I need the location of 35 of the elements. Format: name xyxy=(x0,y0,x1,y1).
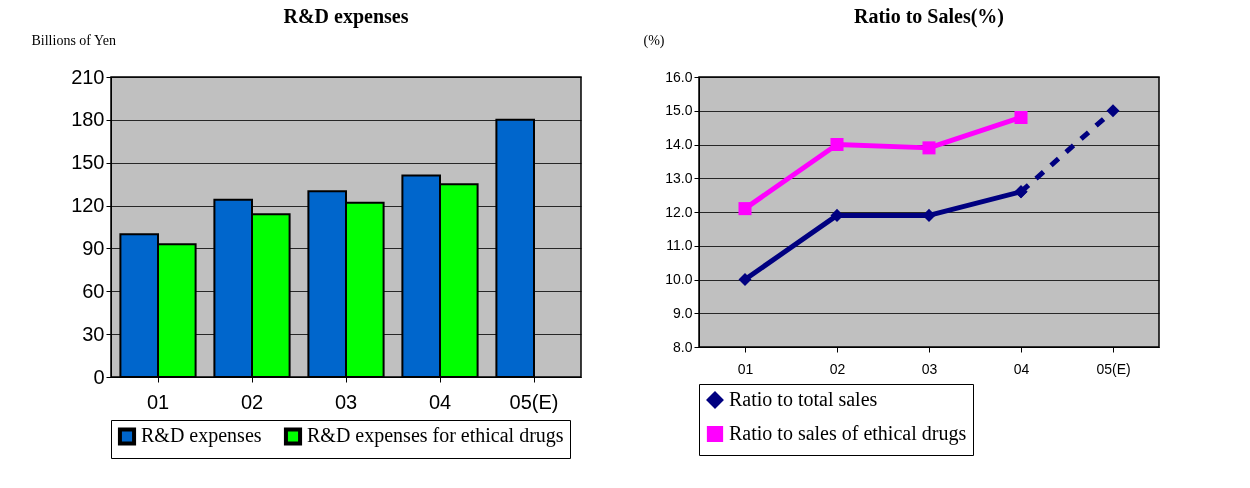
y-tick-label: 8.0 xyxy=(673,338,693,355)
y-tick-label: 11.0 xyxy=(666,237,693,254)
y-tick-label: 16.0 xyxy=(665,68,693,85)
x-tick-label: 02 xyxy=(829,360,846,377)
x-tick-label: 03 xyxy=(921,360,938,377)
y-tick-label: 12.0 xyxy=(665,203,693,220)
y-tick-label: 60 xyxy=(82,279,105,302)
x-tick-label: 04 xyxy=(428,390,452,413)
y-tick-label: 15.0 xyxy=(665,102,693,119)
legend-label: R&D expenses for ethical drugs xyxy=(307,424,564,448)
y-axis-title: Billions of Yen xyxy=(31,32,116,48)
legend-label: Ratio to sales of ethical drugs xyxy=(729,422,967,445)
x-tick-label: 05(E) xyxy=(509,390,559,413)
x-tick-label: 01 xyxy=(737,360,754,377)
legend-label: R&D expenses xyxy=(141,424,262,448)
y-tick-label: 0 xyxy=(93,365,105,388)
y-tick-label: 150 xyxy=(71,151,105,174)
x-tick-label: 04 xyxy=(1013,360,1030,377)
chart-title: Ratio to Sales(%) xyxy=(854,5,1004,28)
y-tick-label: 10.0 xyxy=(665,271,693,287)
y-tick-label: 180 xyxy=(71,108,105,131)
y-tick-label: 9.0 xyxy=(673,304,693,321)
x-tick-label: 03 xyxy=(334,390,358,413)
y-tick-label: 13.0 xyxy=(665,169,693,186)
y-tick-label: 14.0 xyxy=(665,136,693,152)
y-axis-title: (%) xyxy=(643,32,665,49)
y-tick-label: 30 xyxy=(82,322,105,345)
legend-label: Ratio to total sales xyxy=(729,388,878,410)
x-tick-label: 02 xyxy=(240,390,264,413)
y-tick-label: 210 xyxy=(71,65,105,88)
x-tick-label: 05(E) xyxy=(1096,360,1131,377)
y-tick-label: 90 xyxy=(82,236,105,259)
y-tick-label: 120 xyxy=(71,194,105,217)
x-tick-label: 01 xyxy=(146,390,170,413)
chart-title: R&D expenses xyxy=(283,5,409,28)
